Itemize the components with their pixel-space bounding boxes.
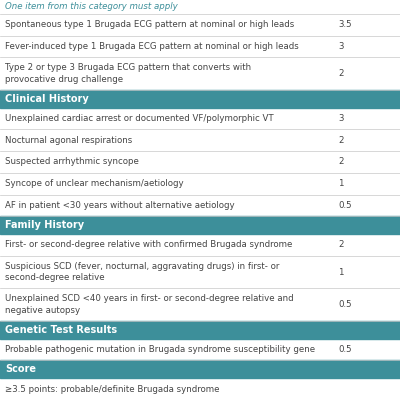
Text: One item from this category must apply: One item from this category must apply xyxy=(5,2,178,12)
Text: AF in patient <30 years without alternative aetiology: AF in patient <30 years without alternat… xyxy=(5,201,234,210)
Text: Suspicious SCD (fever, nocturnal, aggravating drugs) in first- or
second-degree : Suspicious SCD (fever, nocturnal, aggrav… xyxy=(5,262,279,282)
Text: Syncope of unclear mechanism/aetiology: Syncope of unclear mechanism/aetiology xyxy=(5,179,184,188)
Text: Score: Score xyxy=(5,364,36,374)
Text: Nocturnal agonal respirations: Nocturnal agonal respirations xyxy=(5,136,132,145)
Bar xyxy=(0,321,400,339)
Text: Unexplained cardiac arrest or documented VF/polymorphic VT: Unexplained cardiac arrest or documented… xyxy=(5,114,274,123)
Text: 1: 1 xyxy=(338,179,344,188)
Text: Spontaneous type 1 Brugada ECG pattern at nominal or high leads: Spontaneous type 1 Brugada ECG pattern a… xyxy=(5,20,294,29)
Bar xyxy=(0,360,400,378)
Bar xyxy=(0,216,400,234)
Text: Genetic Test Results: Genetic Test Results xyxy=(5,325,117,335)
Bar xyxy=(0,90,400,108)
Text: 3: 3 xyxy=(338,42,344,51)
Text: Suspected arrhythmic syncope: Suspected arrhythmic syncope xyxy=(5,158,139,166)
Text: Probable pathogenic mutation in Brugada syndrome susceptibility gene: Probable pathogenic mutation in Brugada … xyxy=(5,345,315,354)
Text: 0.5: 0.5 xyxy=(338,300,352,309)
Text: 2: 2 xyxy=(338,69,344,78)
Text: 2: 2 xyxy=(338,158,344,166)
Text: Family History: Family History xyxy=(5,220,84,230)
Text: Clinical History: Clinical History xyxy=(5,94,88,104)
Text: Unexplained SCD <40 years in first- or second-degree relative and
negative autop: Unexplained SCD <40 years in first- or s… xyxy=(5,294,294,315)
Text: First- or second-degree relative with confirmed Brugada syndrome: First- or second-degree relative with co… xyxy=(5,240,292,250)
Text: ≥3.5 points: probable/definite Brugada syndrome: ≥3.5 points: probable/definite Brugada s… xyxy=(5,385,219,394)
Text: Type 2 or type 3 Brugada ECG pattern that converts with
provocative drug challen: Type 2 or type 3 Brugada ECG pattern tha… xyxy=(5,63,251,84)
Text: 0.5: 0.5 xyxy=(338,345,352,354)
Text: 1: 1 xyxy=(338,268,344,276)
Text: 0.5: 0.5 xyxy=(338,201,352,210)
Text: Fever-induced type 1 Brugada ECG pattern at nominal or high leads: Fever-induced type 1 Brugada ECG pattern… xyxy=(5,42,298,51)
Text: 2: 2 xyxy=(338,136,344,145)
Text: 3: 3 xyxy=(338,114,344,123)
Text: 3.5: 3.5 xyxy=(338,20,352,29)
Text: 2: 2 xyxy=(338,240,344,250)
